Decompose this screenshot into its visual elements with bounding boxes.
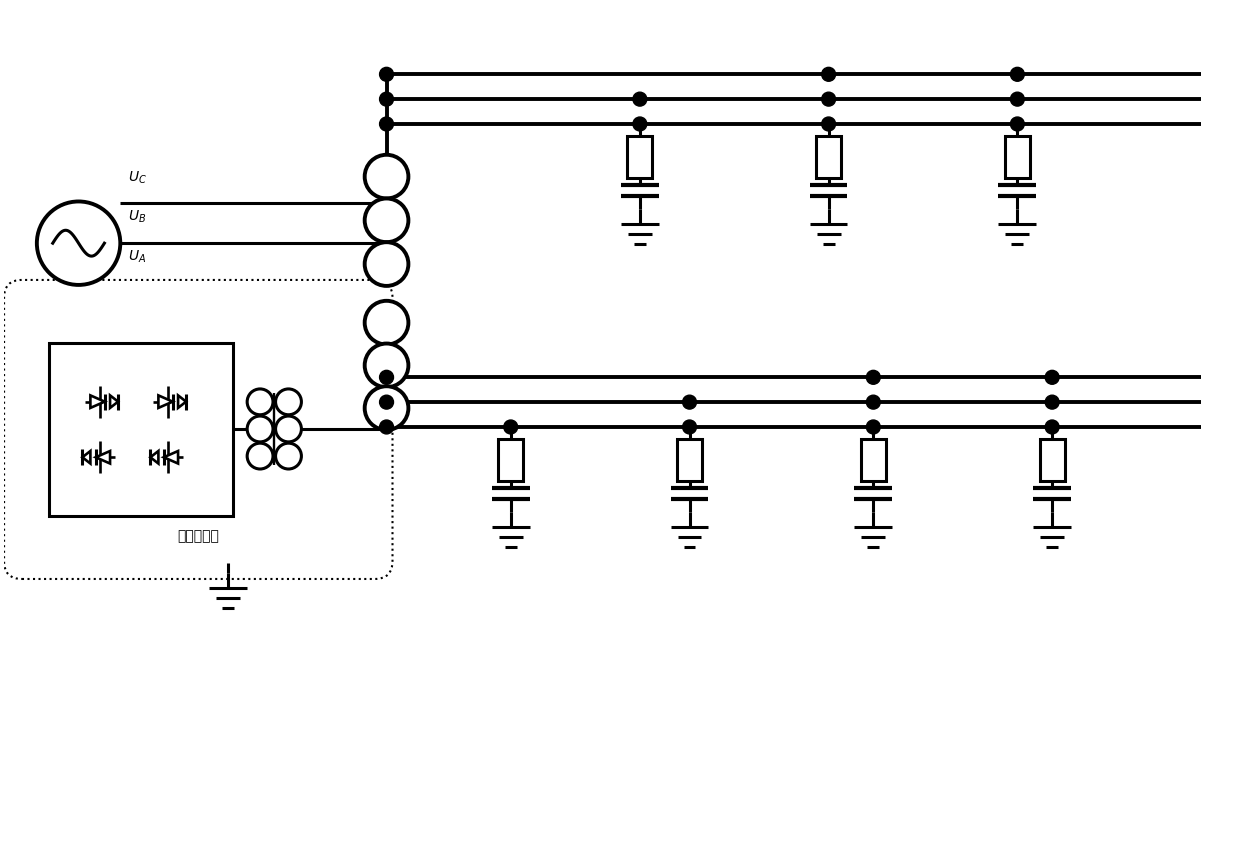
Circle shape [364, 242, 409, 286]
Circle shape [866, 370, 880, 385]
Polygon shape [95, 451, 110, 463]
Circle shape [821, 117, 835, 131]
Polygon shape [110, 396, 118, 408]
Circle shape [683, 396, 696, 409]
Circle shape [379, 117, 394, 131]
Circle shape [364, 344, 409, 387]
Text: 可控电压源: 可控电压源 [177, 529, 219, 543]
Circle shape [1011, 117, 1025, 131]
Circle shape [1011, 92, 1025, 106]
Bar [498, 439, 523, 480]
Circle shape [379, 92, 394, 106]
Circle shape [866, 420, 880, 434]
Circle shape [633, 92, 647, 106]
Polygon shape [90, 396, 105, 408]
Circle shape [821, 68, 835, 81]
Text: $U_B$: $U_B$ [129, 209, 146, 225]
Circle shape [379, 396, 394, 409]
Circle shape [683, 420, 696, 434]
Circle shape [275, 416, 301, 442]
Circle shape [379, 68, 394, 81]
Bar [1005, 136, 1030, 178]
Circle shape [1046, 396, 1059, 409]
Bar [861, 439, 886, 480]
Circle shape [633, 117, 647, 131]
Circle shape [1046, 420, 1059, 434]
Circle shape [379, 420, 394, 434]
FancyBboxPatch shape [4, 280, 393, 579]
Circle shape [364, 155, 409, 198]
Circle shape [504, 420, 518, 434]
Polygon shape [82, 451, 90, 463]
Bar [678, 439, 703, 480]
Circle shape [821, 92, 835, 106]
Circle shape [275, 389, 301, 415]
Circle shape [37, 202, 120, 285]
Circle shape [364, 198, 409, 242]
Circle shape [1011, 68, 1025, 81]
Circle shape [866, 396, 880, 409]
Circle shape [379, 370, 394, 385]
Circle shape [1046, 370, 1059, 385]
Text: $U_A$: $U_A$ [129, 249, 146, 265]
Text: $U_C$: $U_C$ [129, 169, 147, 185]
Polygon shape [150, 451, 159, 463]
Bar [627, 136, 652, 178]
Polygon shape [164, 451, 178, 463]
Polygon shape [178, 396, 186, 408]
Circle shape [275, 443, 301, 469]
Bar [817, 136, 841, 178]
Circle shape [364, 386, 409, 430]
Circle shape [247, 443, 273, 469]
Bar [48, 342, 233, 517]
Circle shape [364, 301, 409, 345]
Circle shape [247, 416, 273, 442]
Circle shape [247, 389, 273, 415]
Bar [1040, 439, 1064, 480]
Polygon shape [159, 396, 172, 408]
